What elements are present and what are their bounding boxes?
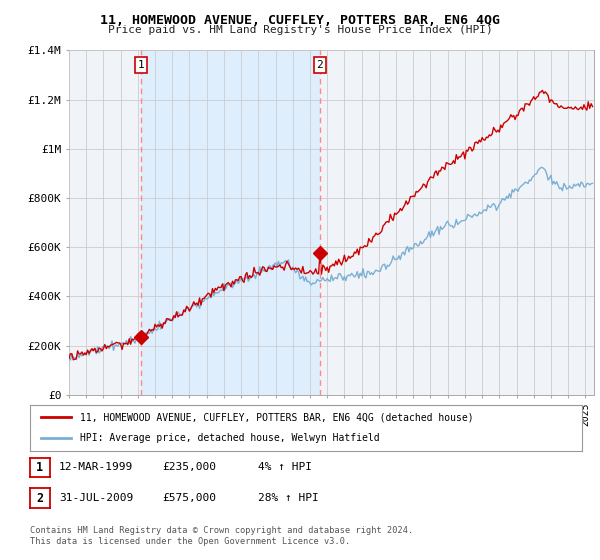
Text: Price paid vs. HM Land Registry's House Price Index (HPI): Price paid vs. HM Land Registry's House … — [107, 25, 493, 35]
Bar — [141, 50, 320, 395]
Text: 28% ↑ HPI: 28% ↑ HPI — [258, 493, 319, 503]
Text: 2: 2 — [317, 60, 323, 70]
Text: £235,000: £235,000 — [162, 463, 216, 472]
Text: £575,000: £575,000 — [162, 493, 216, 503]
Text: 1: 1 — [37, 461, 43, 474]
Text: Contains HM Land Registry data © Crown copyright and database right 2024.
This d: Contains HM Land Registry data © Crown c… — [30, 526, 413, 546]
Text: 1: 1 — [138, 60, 145, 70]
Text: 2: 2 — [37, 492, 43, 505]
Text: 4% ↑ HPI: 4% ↑ HPI — [258, 463, 312, 472]
Text: 11, HOMEWOOD AVENUE, CUFFLEY, POTTERS BAR, EN6 4QG (detached house): 11, HOMEWOOD AVENUE, CUFFLEY, POTTERS BA… — [80, 412, 473, 422]
Text: 12-MAR-1999: 12-MAR-1999 — [59, 463, 133, 472]
Text: 31-JUL-2009: 31-JUL-2009 — [59, 493, 133, 503]
Text: 11, HOMEWOOD AVENUE, CUFFLEY, POTTERS BAR, EN6 4QG: 11, HOMEWOOD AVENUE, CUFFLEY, POTTERS BA… — [100, 14, 500, 27]
Text: HPI: Average price, detached house, Welwyn Hatfield: HPI: Average price, detached house, Welw… — [80, 433, 379, 444]
